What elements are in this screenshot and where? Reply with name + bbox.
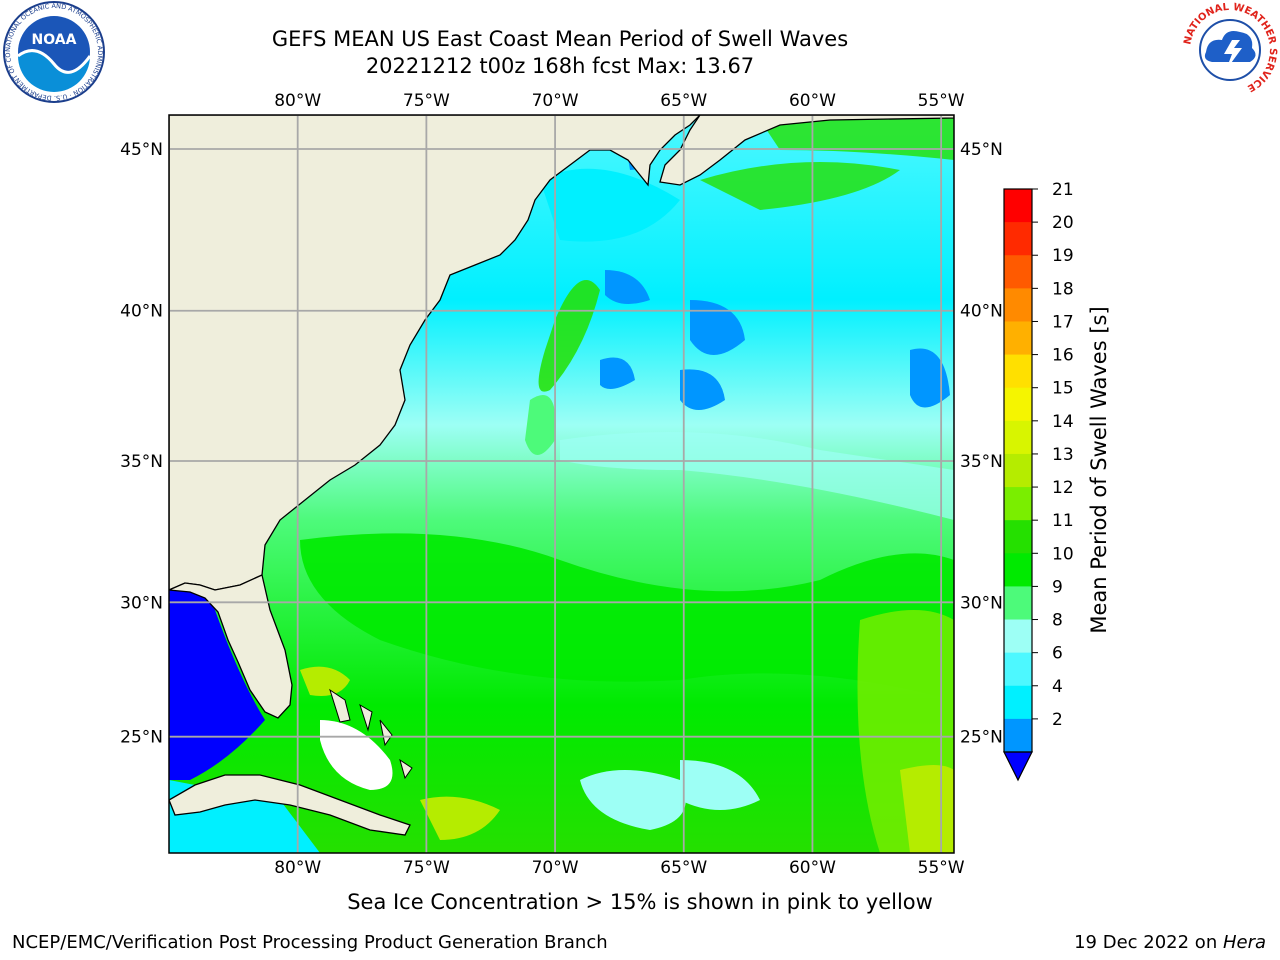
colorbar-bin	[1004, 487, 1032, 521]
colorbar-bin	[1004, 685, 1032, 720]
lat-label-right: 35°N	[960, 452, 1003, 472]
north-america-land	[169, 115, 701, 591]
lat-label-left: 45°N	[120, 140, 163, 160]
colorbar-bin	[1004, 553, 1032, 587]
colorbar: 21 20 19 18 17 16 15 14 13 12 11 10 9 8 6 4 2	[1003, 180, 1074, 782]
map-subtitle: 20221212 t00z 168h fcst Max: 13.67	[365, 54, 755, 78]
lon-label-top: 80°W	[274, 91, 321, 111]
lat-label-left: 35°N	[120, 452, 163, 472]
colorbar-tick-label: 16	[1052, 346, 1074, 366]
lat-label-left: 30°N	[120, 593, 163, 613]
colorbar-tick-label: 21	[1052, 180, 1074, 200]
colorbar-bin	[1004, 189, 1032, 223]
colorbar-bin	[1004, 718, 1032, 753]
colorbar-bin	[1004, 520, 1032, 554]
sea-ice-note: Sea Ice Concentration > 15% is shown in …	[347, 890, 933, 914]
colorbar-tick-label: 20	[1052, 213, 1074, 233]
lat-label-right: 30°N	[960, 593, 1003, 613]
map-title: GEFS MEAN US East Coast Mean Period of S…	[271, 27, 849, 51]
colorbar-tick-label: 18	[1052, 279, 1074, 299]
colorbar-bin	[1004, 586, 1032, 621]
colorbar-label: Mean Period of Swell Waves [s]	[1087, 306, 1111, 633]
florida-land	[169, 574, 293, 719]
nws-logo: NATIONAL WEATHER SERVICE	[1182, 2, 1278, 98]
colorbar-tick-label: 12	[1052, 478, 1074, 498]
lon-label-bottom: 55°W	[918, 858, 965, 878]
colorbar-bin	[1004, 420, 1032, 455]
lon-label-top: 60°W	[789, 91, 836, 111]
colorbar-extend-arrow	[1003, 751, 1033, 782]
colorbar-tick-label: 14	[1052, 412, 1074, 432]
lon-label-top: 75°W	[403, 91, 450, 111]
colorbar-bin	[1004, 255, 1032, 289]
lat-label-right: 25°N	[960, 728, 1003, 748]
lon-label-top: 55°W	[918, 91, 965, 111]
lat-label-left: 25°N	[120, 728, 163, 748]
colorbar-tick-label: 9	[1052, 577, 1063, 597]
colorbar-bin	[1004, 453, 1032, 488]
lat-label-left: 40°N	[120, 302, 163, 322]
colorbar-bin	[1004, 652, 1032, 687]
footer-date-text: 19 Dec 2022 on	[1074, 932, 1223, 953]
noaa-logo-text: NOAA	[32, 32, 77, 48]
lon-label-bottom: 60°W	[789, 858, 836, 878]
lat-label-right: 40°N	[960, 302, 1003, 322]
axis-labels: 80°W 80°W 75°W 75°W 70°W 70°W 65°W 65°W 60°W 60°W…	[120, 91, 1003, 878]
colorbar-bin	[1004, 321, 1032, 356]
colorbar-frame	[1003, 188, 1033, 753]
colorbar-tick-label: 8	[1052, 611, 1063, 631]
map-frame	[168, 114, 955, 854]
lon-label-bottom: 80°W	[274, 858, 321, 878]
colorbar-tick-label: 11	[1052, 511, 1074, 531]
colorbar-tick-label: 6	[1052, 644, 1063, 664]
cuba-land	[169, 774, 411, 836]
colorbar-tick-label: 17	[1052, 312, 1074, 332]
maritimes-land	[659, 115, 954, 186]
footer-branch: NCEP/EMC/Verification Post Processing Pr…	[12, 932, 608, 953]
bahamas-islands	[329, 688, 413, 780]
footer-machine: Hera	[1222, 932, 1266, 953]
colorbar-tick-label: 4	[1052, 677, 1063, 697]
lon-label-bottom: 65°W	[660, 858, 707, 878]
colorbar-tick-label: 19	[1052, 246, 1074, 266]
colorbar-bin	[1004, 288, 1032, 322]
colorbar-tick-label: 15	[1052, 379, 1074, 399]
colorbar-tick-label: 2	[1052, 710, 1063, 730]
lon-label-top: 65°W	[660, 91, 707, 111]
colorbar-bin	[1004, 222, 1032, 256]
colorbar-tick-label: 13	[1052, 445, 1074, 465]
lon-label-bottom: 70°W	[532, 858, 579, 878]
lat-label-right: 45°N	[960, 140, 1003, 160]
colorbar-bin	[1004, 354, 1032, 389]
colorbar-bin	[1004, 387, 1032, 422]
footer-date: 19 Dec 2022 on Hera	[1074, 932, 1266, 953]
colorbar-tick-label: 10	[1052, 544, 1074, 564]
colorbar-bin	[1004, 619, 1032, 654]
map-gridlines	[169, 115, 954, 853]
swell-contours	[169, 115, 954, 853]
lon-label-bottom: 75°W	[403, 858, 450, 878]
lon-label-top: 70°W	[532, 91, 579, 111]
noaa-logo: NATIONAL OCEANIC AND ATMOSPHERIC ADMINIS…	[2, 0, 105, 103]
